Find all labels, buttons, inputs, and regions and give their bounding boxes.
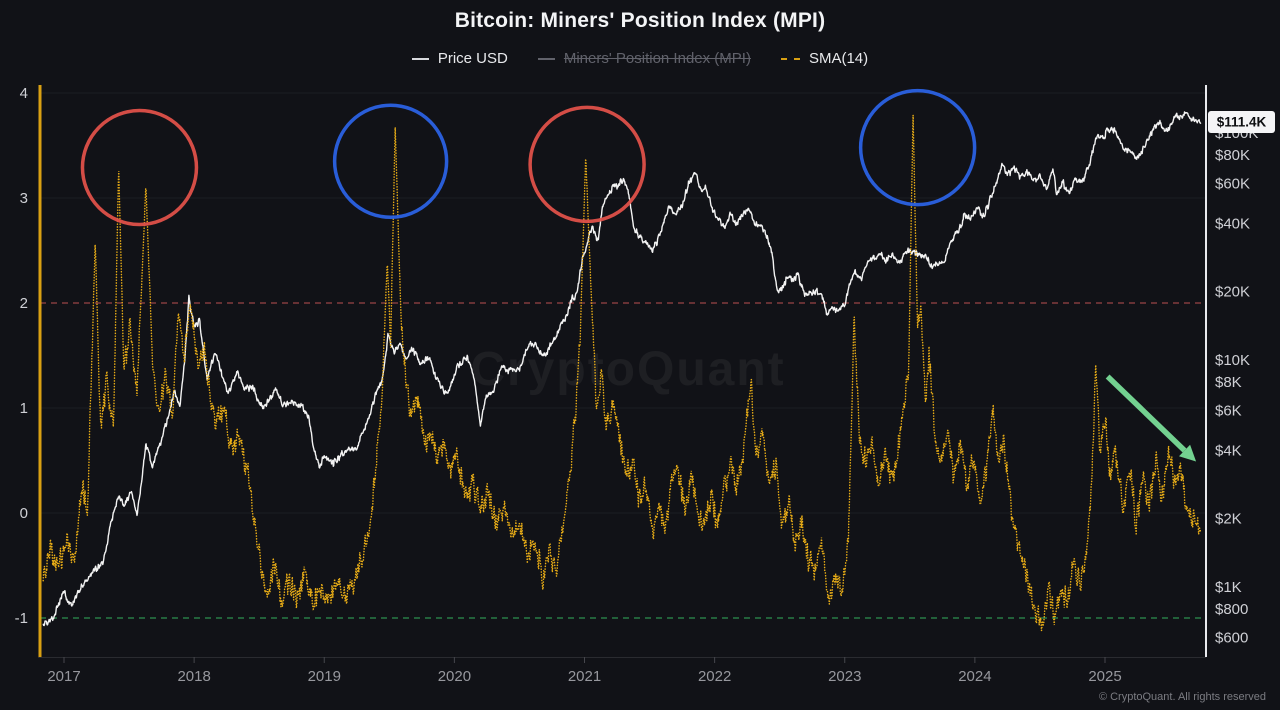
threshold-lines [40, 302, 1205, 619]
price-axis-tick-label: $800 [1215, 601, 1248, 618]
price-axis-tick-label: $600 [1215, 629, 1248, 646]
annotation-circle-4 [858, 88, 977, 207]
axes [38, 85, 1207, 663]
x-axis-tick-label: 2022 [698, 668, 731, 685]
watermark: CryptoQuant [470, 343, 785, 396]
annotation-circle-3 [528, 105, 646, 224]
series-lines [42, 111, 1202, 631]
gridlines [40, 92, 1205, 514]
price-axis-tick-label: $20K [1215, 284, 1250, 301]
price-axis-tick-label: $40K [1215, 215, 1250, 232]
last-price-badge: $111.4K [1208, 111, 1275, 133]
x-axis-tick-label: 2025 [1088, 668, 1121, 685]
price-line [42, 111, 1202, 627]
legend-item-mpi[interactable]: Miners' Position Index (MPI) [537, 50, 751, 67]
price-axis-tick-label: $8K [1215, 374, 1242, 391]
last-price-label: $111.4K [1217, 115, 1267, 130]
mpi-axis-tick-label: 3 [20, 190, 28, 207]
x-axis-tick-label: 2017 [47, 668, 80, 685]
page-title: Bitcoin: Miners' Position Index (MPI) [454, 9, 826, 32]
price-axis-tick-label: $2K [1215, 511, 1242, 528]
axis-labels: 2017 2018 2019 2020 2021 2022 2023 2024 2025 4 3 2 1… [15, 85, 1259, 685]
annotation-circle-2 [332, 103, 449, 219]
down-arrow-head-icon [1179, 444, 1197, 462]
x-axis-tick-label: 2018 [177, 668, 210, 685]
x-axis-tick-label: 2019 [308, 668, 341, 685]
legend-item-sma14[interactable]: SMA(14) [780, 50, 869, 67]
price-line-swatch-icon [411, 57, 429, 60]
sma-line-swatch-icon [780, 57, 800, 60]
down-arrow-shaft [1105, 374, 1187, 453]
legend-label: Miners' Position Index (MPI) [563, 50, 751, 67]
mpi-axis-tick-label: 0 [20, 505, 28, 522]
price-axis-tick-label: $6K [1215, 402, 1242, 419]
price-axis-tick-label: $4K [1215, 442, 1242, 459]
price-axis-tick-label: $10K [1215, 352, 1250, 369]
annotations [80, 88, 1197, 462]
x-axis-tick-label: 2021 [568, 668, 601, 685]
sma14-line [42, 115, 1202, 631]
annotation-circle-1 [80, 108, 199, 227]
legend-label: Price USD [437, 50, 508, 67]
x-axis-tick-label: 2023 [828, 668, 861, 685]
mpi-line-swatch-icon [537, 57, 555, 60]
price-axis-tick-label: $1K [1215, 579, 1242, 596]
x-axis-tick-label: 2024 [958, 668, 991, 685]
copyright-text: © CryptoQuant. All rights reserved [1099, 691, 1266, 703]
legend-item-price-usd[interactable]: Price USD [411, 50, 508, 67]
mpi-axis-tick-label: 1 [20, 400, 28, 417]
mpi-axis-tick-label: 2 [20, 295, 28, 312]
price-axis-tick-label: $60K [1215, 175, 1250, 192]
mpi-axis-tick-label: -1 [15, 610, 28, 627]
x-axis-tick-label: 2020 [438, 668, 471, 685]
price-axis-tick-label: $80K [1215, 147, 1250, 164]
chart-legend: Price USD Miners' Position Index (MPI) S… [0, 50, 1280, 67]
legend-label: SMA(14) [808, 50, 869, 67]
mpi-axis-tick-label: 4 [20, 85, 28, 102]
